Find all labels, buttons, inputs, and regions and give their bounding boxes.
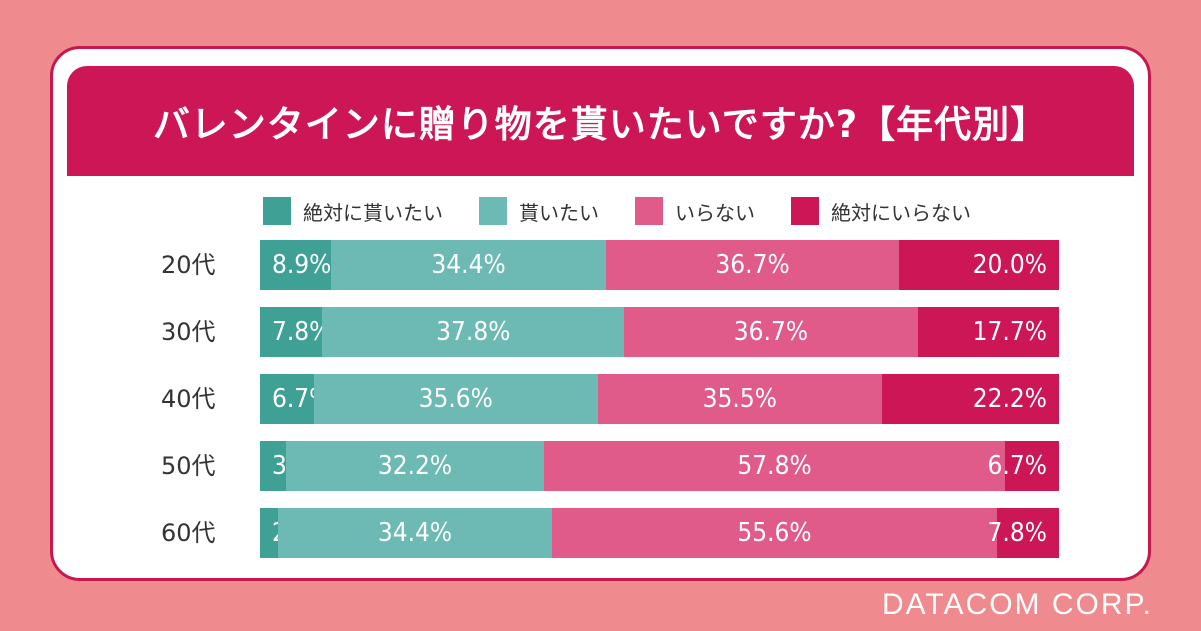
bar-segment: 6.7% xyxy=(988,441,1059,491)
chart-card: バレンタインに贈り物を貰いたいですか?【年代別】 絶対に貰いたい 貰いたい いらない… xyxy=(50,46,1151,581)
stacked-bar: 3.3% 32.2% 57.8% 6.7% xyxy=(260,441,1059,491)
data-label: 36.7% xyxy=(715,250,790,280)
data-label: 57.8% xyxy=(737,451,812,481)
data-label: 34.4% xyxy=(377,518,453,548)
bar-segment: 32.2% xyxy=(286,441,544,491)
legend-label: 貰いたい xyxy=(519,200,599,225)
data-label: 35.6% xyxy=(418,384,493,414)
title-band: バレンタインに贈り物を貰いたいですか?【年代別】 xyxy=(67,66,1134,176)
legend-item: 絶対にいらない xyxy=(791,197,971,226)
data-label: 35.5% xyxy=(702,384,777,414)
bar-segment: 35.5% xyxy=(597,374,882,424)
category-label: 60代 xyxy=(161,519,216,547)
legend-item: いらない xyxy=(635,197,755,226)
bar-segment: 36.7% xyxy=(605,240,900,290)
legend-item: 貰いたい xyxy=(479,197,599,226)
legend-swatch xyxy=(635,197,663,225)
bar-segment: 22.2% xyxy=(881,374,1059,424)
bar-segment: 7.8% xyxy=(260,307,331,357)
bar-segment: 37.8% xyxy=(322,307,625,357)
category-label: 30代 xyxy=(161,318,216,346)
category-label: 50代 xyxy=(161,452,216,480)
data-label: 6.7% xyxy=(987,451,1047,481)
stacked-bar-chart: 20代 8.9% 34.4% 36.7% 20.0% 30代 7.8% 37.8% 36.7% 1… xyxy=(53,49,1148,578)
data-label: 20.0% xyxy=(972,250,1047,280)
data-label: 36.7% xyxy=(733,317,809,347)
legend-label: いらない xyxy=(675,200,755,225)
data-label: 32.2% xyxy=(377,451,453,481)
data-label: 22.2% xyxy=(972,384,1047,414)
legend-swatch xyxy=(791,197,819,225)
category-label: 20代 xyxy=(161,251,216,279)
legend-label: 絶対にいらない xyxy=(831,200,971,225)
bar-segment: 6.7% xyxy=(260,374,331,424)
data-label: 55.6% xyxy=(737,518,812,548)
stacked-bar: 2.2% 34.4% 55.6% 7.8% xyxy=(260,508,1059,558)
bar-segment: 7.8% xyxy=(988,508,1059,558)
legend-swatch xyxy=(263,197,291,225)
category-label: 40代 xyxy=(161,385,216,413)
bar-segment: 34.4% xyxy=(277,508,553,558)
legend-item: 絶対に貰いたい xyxy=(263,197,443,226)
legend: 絶対に貰いたい 貰いたい いらない 絶対にいらない xyxy=(263,194,1007,228)
stacked-bar: 7.8% 37.8% 36.7% 17.7% xyxy=(260,307,1059,357)
stacked-bar: 8.9% 34.4% 36.7% 20.0% xyxy=(260,240,1059,290)
bar-segment: 3.3% xyxy=(260,441,331,491)
bar-segment: 34.4% xyxy=(331,240,606,290)
legend-swatch xyxy=(479,197,507,225)
stacked-bar: 6.7% 35.6% 35.5% 22.2% xyxy=(260,374,1059,424)
data-label: 34.4% xyxy=(431,250,506,280)
bar-segment: 55.6% xyxy=(552,508,997,558)
data-label: 7.8% xyxy=(272,317,332,347)
chart-title: バレンタインに贈り物を貰いたいですか?【年代別】 xyxy=(152,103,1049,146)
data-label: 17.7% xyxy=(972,317,1047,347)
data-label: 37.8% xyxy=(436,317,511,347)
legend-label: 絶対に貰いたい xyxy=(303,200,443,225)
bar-segment: 57.8% xyxy=(543,441,1006,491)
bar-segment: 20.0% xyxy=(899,240,1059,290)
bar-segment: 35.6% xyxy=(313,374,598,424)
bar-segment: 2.2% xyxy=(260,508,331,558)
bar-segment: 17.7% xyxy=(917,307,1059,357)
data-label: 7.8% xyxy=(987,518,1047,548)
bar-segment: 8.9% xyxy=(260,240,331,290)
bar-segment: 36.7% xyxy=(624,307,918,357)
brand-name: DATACOM CORP. xyxy=(881,588,1153,621)
data-label: 8.9% xyxy=(272,250,332,280)
